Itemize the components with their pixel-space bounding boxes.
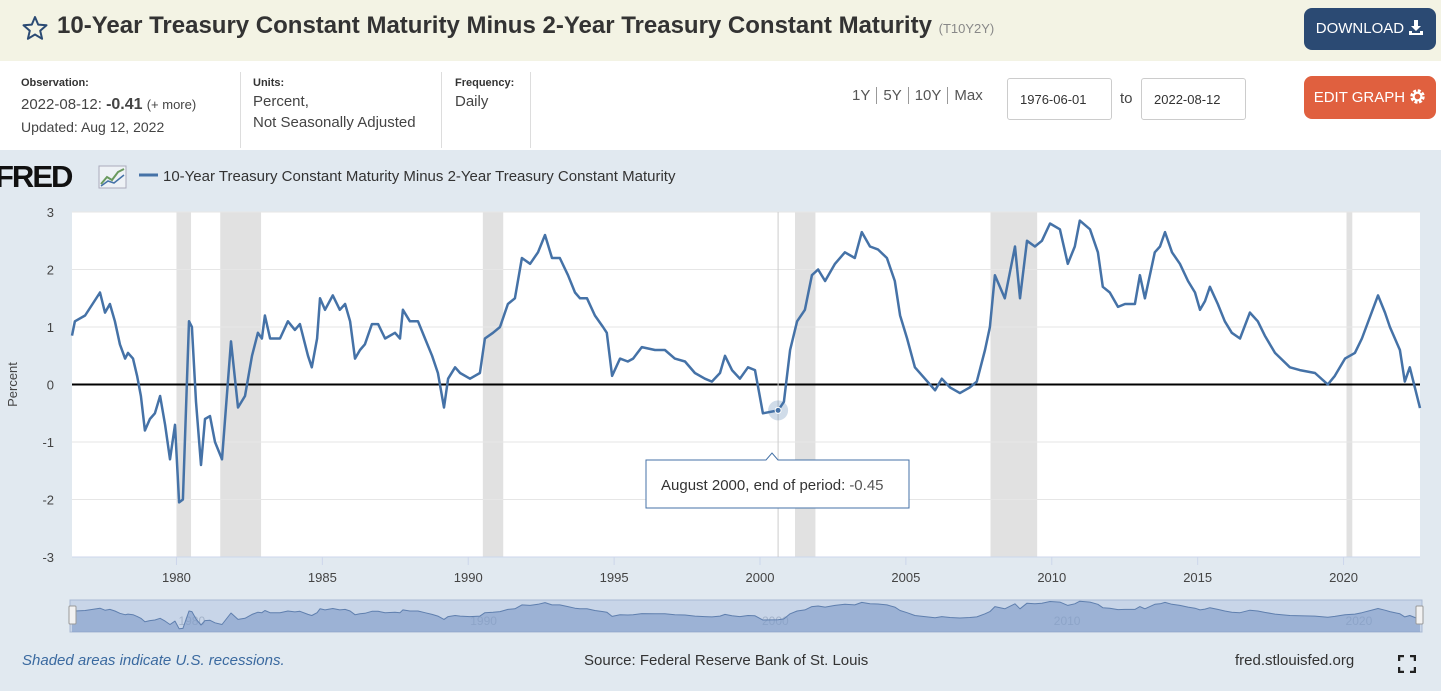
y-tick-label: 1	[47, 320, 54, 335]
more-link[interactable]: (+ more)	[146, 97, 197, 112]
page-title: 10-Year Treasury Constant Maturity Minus…	[57, 12, 994, 40]
range-button[interactable]: 5Y	[876, 87, 908, 104]
y-tick-label: 2	[47, 263, 54, 278]
to-label: to	[1120, 90, 1133, 107]
tooltip-box	[645, 452, 910, 509]
tooltip-label: August 2000, end of period:	[661, 477, 845, 494]
fullscreen-icon[interactable]	[1398, 655, 1416, 673]
y-tick-label: -3	[42, 550, 54, 565]
navigator-handle[interactable]	[1415, 605, 1424, 625]
frequency-label: Frequency:	[455, 77, 515, 89]
edit-label: EDIT GRAPH	[1313, 89, 1406, 106]
navigator-line	[71, 600, 1421, 630]
end-date-input[interactable]: 2022-08-12	[1141, 78, 1246, 120]
range-button[interactable]: 1Y	[852, 87, 871, 104]
legend-label: 10-Year Treasury Constant Maturity Minus…	[163, 168, 676, 185]
divider	[441, 72, 442, 148]
x-tick-label: 1985	[308, 570, 337, 585]
fred-logo: FRED	[0, 159, 73, 194]
logo-icon	[98, 165, 127, 189]
navigator-handle[interactable]	[68, 605, 77, 625]
start-date-input[interactable]: 1976-06-01	[1007, 78, 1112, 120]
range-button[interactable]: Max	[947, 87, 989, 104]
observation: 2022-08-12: -0.41 (+ more)	[21, 96, 196, 114]
divider	[530, 72, 531, 148]
frequency: Daily	[455, 93, 489, 110]
y-tick-label: 3	[47, 205, 54, 220]
recession-note: Shaded areas indicate U.S. recessions.	[22, 652, 285, 669]
series-id: (T10Y2Y)	[938, 21, 995, 36]
y-tick-label: 0	[47, 378, 54, 393]
divider	[240, 72, 241, 148]
units: Not Seasonally Adjusted	[253, 114, 416, 131]
gear-icon	[1410, 89, 1426, 104]
series-line	[70, 219, 1422, 504]
edit-graph-button[interactable]: EDIT GRAPH	[1304, 76, 1436, 119]
x-tick-label: 1995	[600, 570, 629, 585]
units: Percent,	[253, 93, 309, 110]
x-tick-label: 2015	[1183, 570, 1212, 585]
y-tick-label: -1	[42, 435, 54, 450]
y-axis-label: Percent	[5, 362, 20, 407]
x-tick-label: 1990	[454, 570, 483, 585]
x-tick-label: 2005	[891, 570, 920, 585]
download-label: DOWNLOAD	[1315, 20, 1405, 37]
chart: FRED 10-Year Treasury Constant Maturity …	[0, 159, 1424, 633]
source: Source: Federal Reserve Bank of St. Loui…	[584, 652, 869, 669]
range-button[interactable]: 10Y	[907, 87, 948, 104]
x-tick-label: 2000	[746, 570, 775, 585]
updated: Updated: Aug 12, 2022	[21, 119, 165, 135]
units-label: Units:	[253, 77, 285, 89]
x-tick-label: 2020	[1329, 570, 1358, 585]
download-icon	[1409, 20, 1424, 35]
navigator-area	[72, 601, 1420, 632]
hover-point	[774, 406, 782, 414]
tooltip-text: August 2000, end of period: -0.45	[661, 477, 884, 494]
y-tick-label: -2	[42, 493, 54, 508]
observation-date: 2022-08-12:	[21, 96, 102, 113]
title-text: 10-Year Treasury Constant Maturity Minus…	[57, 12, 932, 39]
download-button[interactable]: DOWNLOAD	[1304, 8, 1436, 50]
x-tick-label: 2010	[1037, 570, 1066, 585]
site: fred.stlouisfed.org	[1235, 652, 1355, 669]
tooltip-value: -0.45	[849, 477, 883, 494]
observation-value: -0.41	[106, 96, 143, 113]
favorite-star[interactable]	[22, 15, 48, 41]
observation-label: Observation:	[21, 77, 89, 89]
header-bar: 10-Year Treasury Constant Maturity Minus…	[0, 0, 1441, 61]
tooltip: August 2000, end of period: -0.45	[645, 452, 910, 509]
range-selector: 1Y 5Y 10Y Max	[846, 87, 989, 105]
x-tick-label: 1980	[162, 570, 191, 585]
